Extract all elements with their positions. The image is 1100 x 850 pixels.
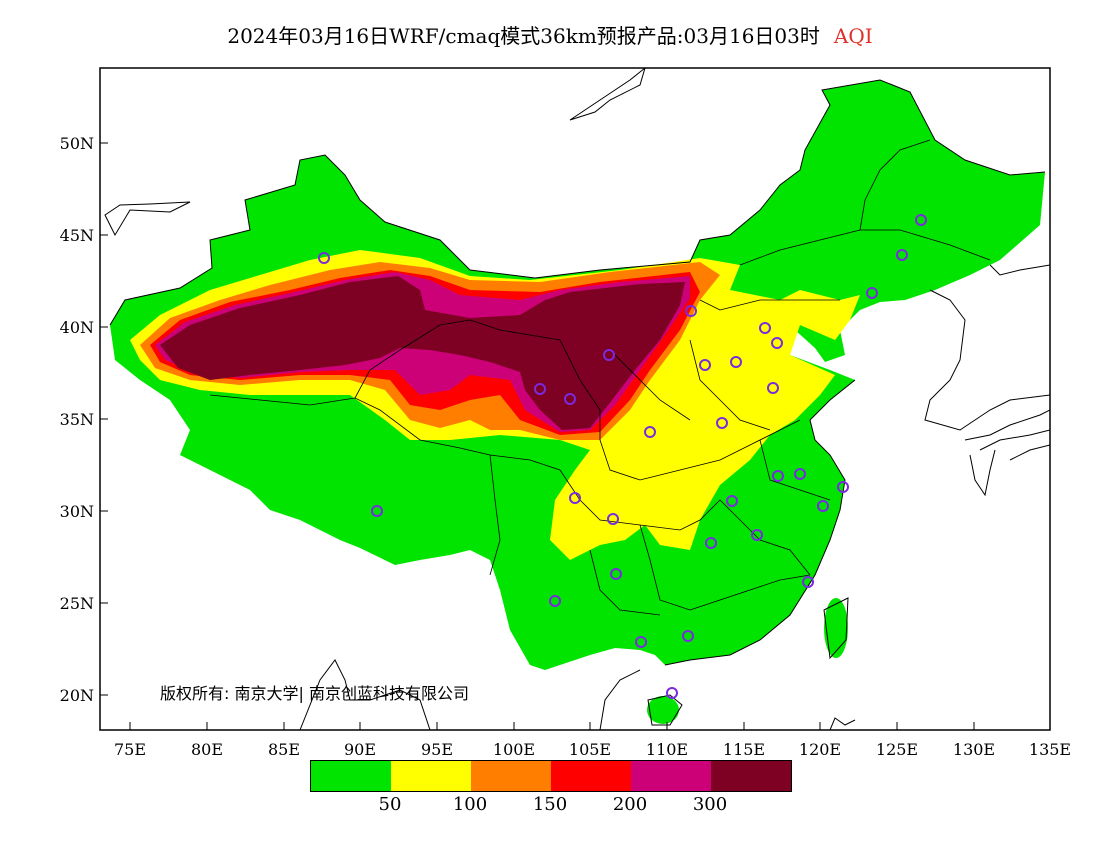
lon-label-115e: 115E	[722, 740, 766, 759]
legend-swatch-very-unhealthy	[631, 761, 711, 791]
lon-label-85e: 85E	[267, 740, 301, 759]
legend-label-100: 100	[452, 794, 488, 815]
title-text: 2024年03月16日WRF/cmaq模式36km预报产品:03月16日03时	[227, 24, 820, 48]
axis-ticks	[100, 142, 1051, 730]
lon-label-130e: 130E	[952, 740, 996, 759]
lat-label-25n: 25N	[59, 594, 94, 613]
lat-label-40n: 40N	[59, 318, 94, 337]
lon-label-100e: 100E	[492, 740, 536, 759]
station-markers	[318, 214, 927, 699]
lon-label-90e: 90E	[343, 740, 377, 759]
legend-label-150: 150	[532, 794, 568, 815]
lon-label-135e: 135E	[1028, 740, 1072, 759]
legend-label-300: 300	[692, 794, 728, 815]
lat-label-50n: 50N	[59, 134, 94, 153]
lat-label-20n: 20N	[59, 686, 94, 705]
aqi-zone-good	[824, 598, 848, 658]
plot-frame	[99, 67, 1051, 731]
legend-swatch-moderate	[391, 761, 471, 791]
lon-label-80e: 80E	[190, 740, 224, 759]
variable-label: AQI	[833, 24, 873, 48]
lon-label-125e: 125E	[875, 740, 919, 759]
lat-label-30n: 30N	[59, 502, 94, 521]
legend-swatch-hazardous	[711, 761, 791, 791]
aqi-zone-good	[647, 696, 679, 724]
map-title: 2024年03月16日WRF/cmaq模式36km预报产品:03月16日03时 A…	[0, 20, 1100, 49]
legend-label-50: 50	[378, 794, 402, 815]
lon-label-105e: 105E	[568, 740, 612, 759]
lon-label-75e: 75E	[113, 740, 147, 759]
province-boundaries	[209, 139, 991, 616]
lat-label-45n: 45N	[59, 226, 94, 245]
legend-swatch-unhealthy	[551, 761, 631, 791]
legend-label-200: 200	[612, 794, 648, 815]
copyright-notice: 版权所有: 南京大学| 南京创蓝科技有限公司	[160, 684, 469, 703]
coastlines	[104, 68, 1050, 730]
legend-swatch-usg	[471, 761, 551, 791]
aqi-zone-hazardous	[160, 276, 685, 430]
lon-label-95e: 95E	[420, 740, 454, 759]
aqi-legend	[310, 760, 792, 792]
lon-label-110e: 110E	[645, 740, 689, 759]
legend-swatch-good	[311, 761, 391, 791]
lon-label-120e: 120E	[798, 740, 842, 759]
lat-label-35n: 35N	[59, 410, 94, 429]
